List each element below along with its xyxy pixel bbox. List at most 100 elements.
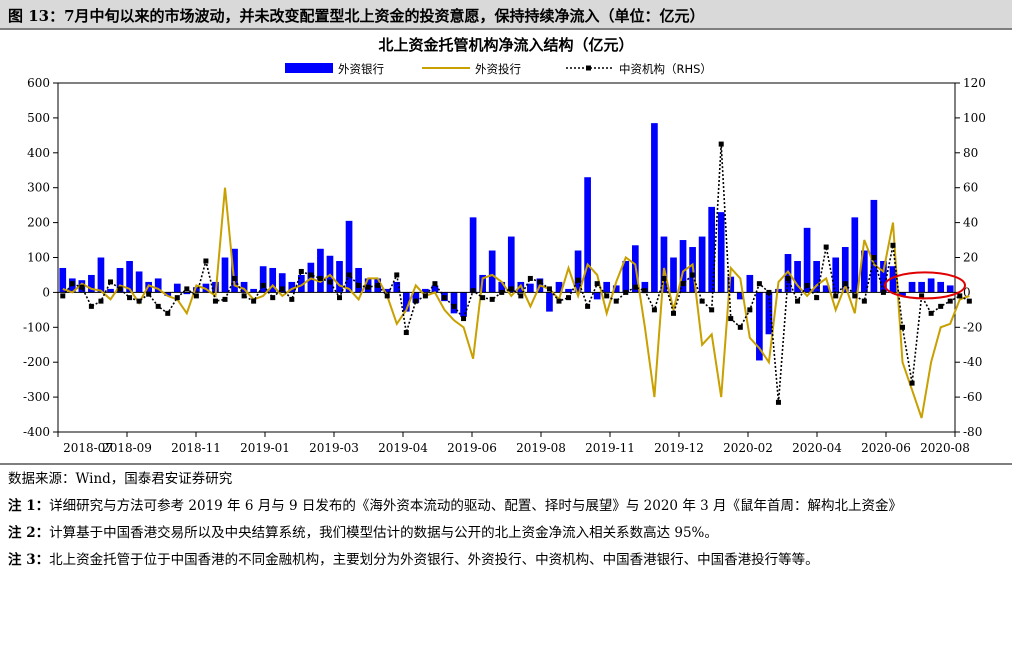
point-cn — [938, 303, 944, 309]
point-cn — [909, 380, 915, 386]
point-cn — [756, 281, 762, 287]
bar-bank — [546, 292, 553, 312]
bar-bank — [641, 281, 649, 293]
bar-bank — [870, 199, 878, 293]
figure-title: 图 13：7月中旬以来的市场波动，并未改变配置型北上资金的投资意愿，保持持续净流… — [0, 0, 1012, 30]
point-cn — [289, 296, 295, 302]
point-cn — [585, 303, 591, 309]
point-cn — [270, 295, 276, 301]
point-cn — [203, 258, 209, 264]
bar-bank — [861, 250, 868, 293]
bar-bank — [183, 292, 191, 295]
x-tick-label: 2019-06 — [447, 441, 497, 455]
point-cn — [451, 303, 457, 309]
point-cn — [680, 281, 686, 287]
notes: 数据来源：Wind，国泰君安证券研究 注 1：详细研究与方法可参考 2019 年… — [0, 463, 1012, 577]
bar-bank — [593, 292, 601, 300]
x-tick-label: 2019-01 — [240, 441, 290, 455]
bar-bank — [278, 273, 286, 293]
x-tick-label: 2019-08 — [516, 441, 566, 455]
bar-bank — [355, 267, 362, 293]
legend-label-cn: 中资机构（RHS） — [619, 62, 712, 76]
y-left-tick-label: -400 — [23, 425, 50, 439]
bar-bank — [841, 247, 849, 293]
point-cn — [422, 293, 428, 299]
point-cn — [642, 288, 648, 294]
point-cn — [537, 279, 543, 285]
bar-bank — [412, 292, 420, 303]
point-cn — [165, 310, 171, 316]
bar-bank — [946, 285, 954, 293]
point-cn — [279, 286, 285, 292]
bar-bank — [889, 266, 897, 293]
point-cn — [842, 281, 848, 287]
point-cn — [413, 298, 419, 304]
point-cn — [604, 293, 610, 299]
y-left-tick-label: 200 — [27, 216, 50, 230]
x-tick-label: 2019-12 — [654, 441, 704, 455]
point-cn — [575, 277, 581, 283]
note-1-label: 注 1： — [8, 498, 50, 514]
point-cn — [728, 316, 734, 322]
point-cn — [900, 324, 906, 330]
bar-bank — [116, 267, 124, 293]
bar-bank — [250, 288, 257, 293]
note-2-label: 注 2： — [8, 525, 50, 541]
point-cn — [852, 293, 858, 299]
chart: 北上资金托管机构净流入结构（亿元） 外资银行 外资投行 中资机构（RHS） -4… — [23, 36, 986, 455]
point-cn — [861, 298, 867, 304]
point-cn — [155, 303, 161, 309]
point-cn — [327, 279, 333, 285]
point-cn — [661, 275, 667, 281]
bar-bank — [565, 288, 572, 293]
point-cn — [833, 293, 839, 299]
y-right-tick-label: 120 — [963, 76, 986, 90]
point-cn — [737, 324, 743, 330]
bar-bank — [393, 281, 401, 293]
point-cn — [919, 293, 925, 299]
point-cn — [804, 282, 810, 288]
bar-bank — [679, 240, 687, 293]
point-cn — [461, 316, 467, 322]
point-cn — [747, 307, 753, 313]
y-right-tick-label: 20 — [963, 251, 978, 265]
note-3: 注 3：北上资金托管于位于中国香港的不同金融机构，主要划分为外资银行、外资投行、… — [8, 550, 1002, 571]
bar-bank — [927, 278, 935, 293]
point-cn — [69, 281, 75, 287]
bar-bank — [431, 285, 439, 293]
bar-bank — [708, 206, 716, 293]
point-cn — [337, 295, 343, 301]
y-right-tick-label: 100 — [963, 111, 986, 125]
bar-bank — [173, 283, 181, 293]
y-right-tick-label: -40 — [963, 355, 982, 369]
note-1: 注 1：详细研究与方法可参考 2019 年 6 月与 9 日发布的《海外资本流动… — [8, 496, 1002, 517]
point-cn — [718, 141, 724, 147]
point-cn — [193, 293, 199, 299]
bar-bank — [422, 288, 429, 293]
bar-bank — [297, 274, 305, 293]
point-cn — [785, 275, 791, 281]
point-cn — [546, 286, 552, 292]
bar-bank — [164, 292, 172, 296]
point-cn — [823, 244, 829, 250]
bar-bank — [622, 260, 630, 293]
note-3-label: 注 3： — [8, 552, 50, 568]
bar-bank — [126, 260, 133, 293]
bar-bank — [259, 266, 267, 293]
bar-bank — [794, 260, 801, 293]
bar-bank — [813, 260, 820, 293]
bar-bank — [717, 212, 725, 293]
source-note: 数据来源：Wind，国泰君安证券研究 — [8, 471, 233, 487]
y-right-tick-label: 0 — [963, 285, 971, 299]
note-2: 注 2：计算基于中国香港交易所以及中央结算系统，我们模型估计的数据与公开的北上资… — [8, 523, 1002, 544]
y-right-tick-label: 40 — [963, 216, 978, 230]
point-cn — [107, 279, 113, 285]
point-cn — [384, 293, 390, 299]
bar-bank — [765, 292, 773, 335]
legend-label-bank: 外资银行 — [338, 62, 384, 76]
bar-bank — [775, 288, 782, 293]
bar-bank — [507, 236, 515, 293]
bar-bank — [231, 248, 238, 293]
point-cn — [766, 289, 772, 295]
point-cn — [489, 296, 495, 302]
